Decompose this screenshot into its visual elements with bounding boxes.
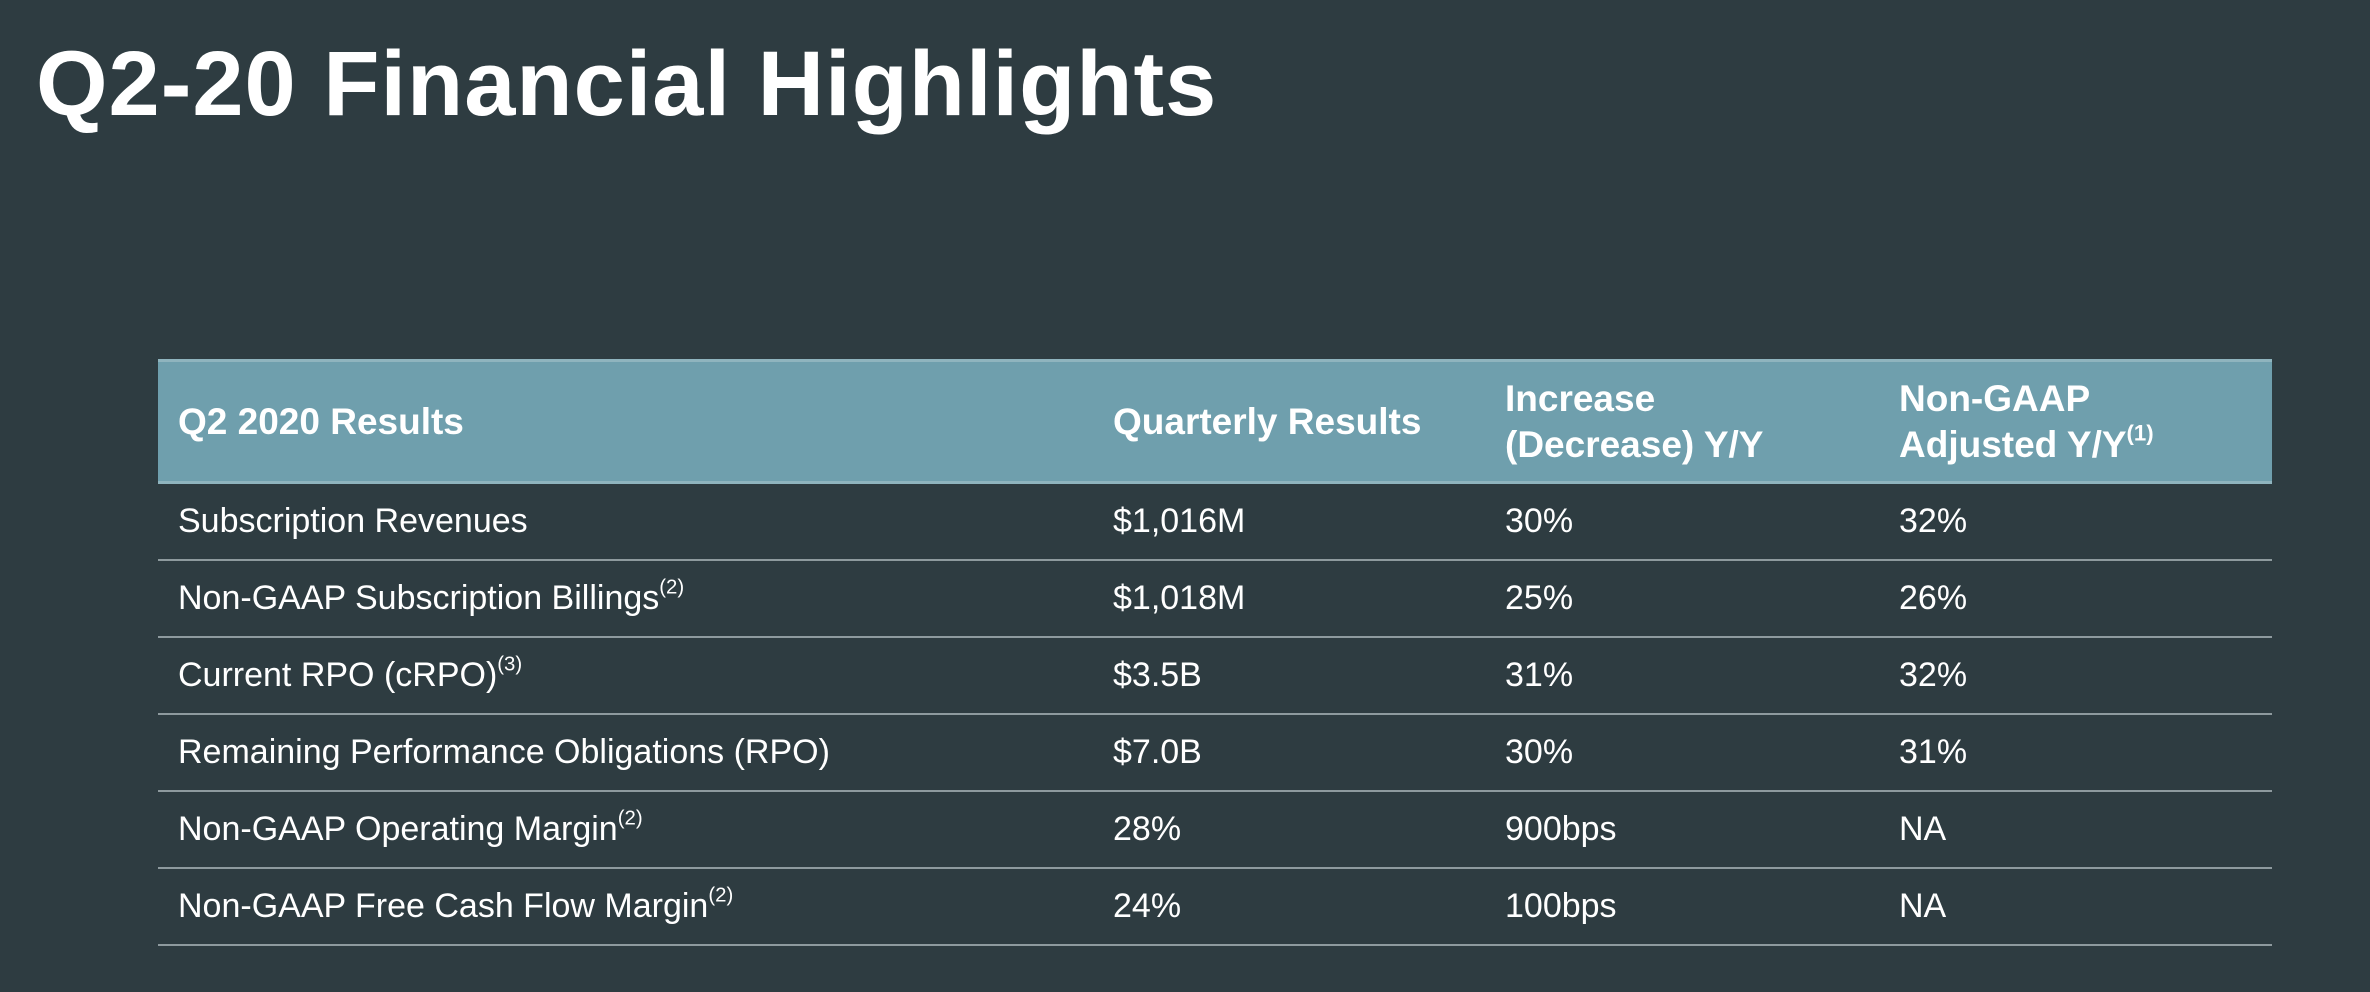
page-title: Q2-20 Financial Highlights [36,33,1218,135]
yoy-change-cell: 25% [1485,559,1879,638]
footnote-marker: (2) [617,807,643,830]
yoy-change-cell: 30% [1485,482,1879,561]
footnote-marker: (2) [659,576,685,599]
quarterly-result-cell: $3.5B [1093,636,1485,715]
table-row: Non-GAAP Operating Margin(2) 28% 900bps … [158,790,2272,869]
header-nongaap-line2: Adjusted Y/Y [1899,423,2127,465]
table-header-row: Q2 2020 Results Quarterly Results Increa… [158,359,2272,484]
row-label: Subscription Revenues [178,501,528,540]
row-label-cell: Remaining Performance Obligations (RPO) [158,713,1093,792]
row-label: Non-GAAP Free Cash Flow Margin [178,886,709,925]
adjusted-yoy-cell: 31% [1879,713,2272,792]
header-increase-line1: Increase [1505,377,1656,419]
adjusted-yoy-cell: 32% [1879,482,2272,561]
row-label-cell: Non-GAAP Subscription Billings(2) [158,559,1093,638]
yoy-change-cell: 100bps [1485,867,1879,946]
adjusted-yoy-cell: 26% [1879,559,2272,638]
footnote-marker: (1) [2126,419,2154,445]
yoy-change-cell: 30% [1485,713,1879,792]
yoy-change-cell: 900bps [1485,790,1879,869]
header-nongaap-line1: Non-GAAP [1899,377,2091,419]
table-row: Subscription Revenues $1,016M 30% 32% [158,482,2272,561]
table-row: Remaining Performance Obligations (RPO) … [158,713,2272,792]
header-increase-line2: (Decrease) Y/Y [1505,423,1764,465]
yoy-change-cell: 31% [1485,636,1879,715]
header-metric-label: Q2 2020 Results [178,400,464,442]
quarterly-result-cell: $7.0B [1093,713,1485,792]
table-row: Current RPO (cRPO)(3) $3.5B 31% 32% [158,636,2272,715]
footnote-marker: (2) [708,884,734,907]
header-metric: Q2 2020 Results [158,359,1093,484]
row-label: Current RPO (cRPO) [178,655,498,694]
header-quarterly-label: Quarterly Results [1113,400,1422,442]
row-label: Remaining Performance Obligations (RPO) [178,732,830,771]
row-label-cell: Non-GAAP Free Cash Flow Margin(2) [158,867,1093,946]
table-row: Non-GAAP Free Cash Flow Margin(2) 24% 10… [158,867,2272,946]
quarterly-result-cell: 24% [1093,867,1485,946]
adjusted-yoy-cell: 32% [1879,636,2272,715]
quarterly-result-cell: 28% [1093,790,1485,869]
table-row: Non-GAAP Subscription Billings(2) $1,018… [158,559,2272,638]
results-table: Q2 2020 Results Quarterly Results Increa… [158,359,2272,946]
row-label: Non-GAAP Operating Margin [178,809,618,848]
quarterly-result-cell: $1,016M [1093,482,1485,561]
footnote-marker: (3) [497,653,523,676]
row-label: Non-GAAP Subscription Billings [178,578,660,617]
quarterly-result-cell: $1,018M [1093,559,1485,638]
header-quarterly-results: Quarterly Results [1093,359,1485,484]
header-nongaap-adjusted: Non-GAAP Adjusted Y/Y(1) [1879,359,2272,484]
row-label-cell: Current RPO (cRPO)(3) [158,636,1093,715]
adjusted-yoy-cell: NA [1879,790,2272,869]
adjusted-yoy-cell: NA [1879,867,2272,946]
row-label-cell: Subscription Revenues [158,482,1093,561]
row-label-cell: Non-GAAP Operating Margin(2) [158,790,1093,869]
header-increase-yoy: Increase (Decrease) Y/Y [1485,359,1879,484]
